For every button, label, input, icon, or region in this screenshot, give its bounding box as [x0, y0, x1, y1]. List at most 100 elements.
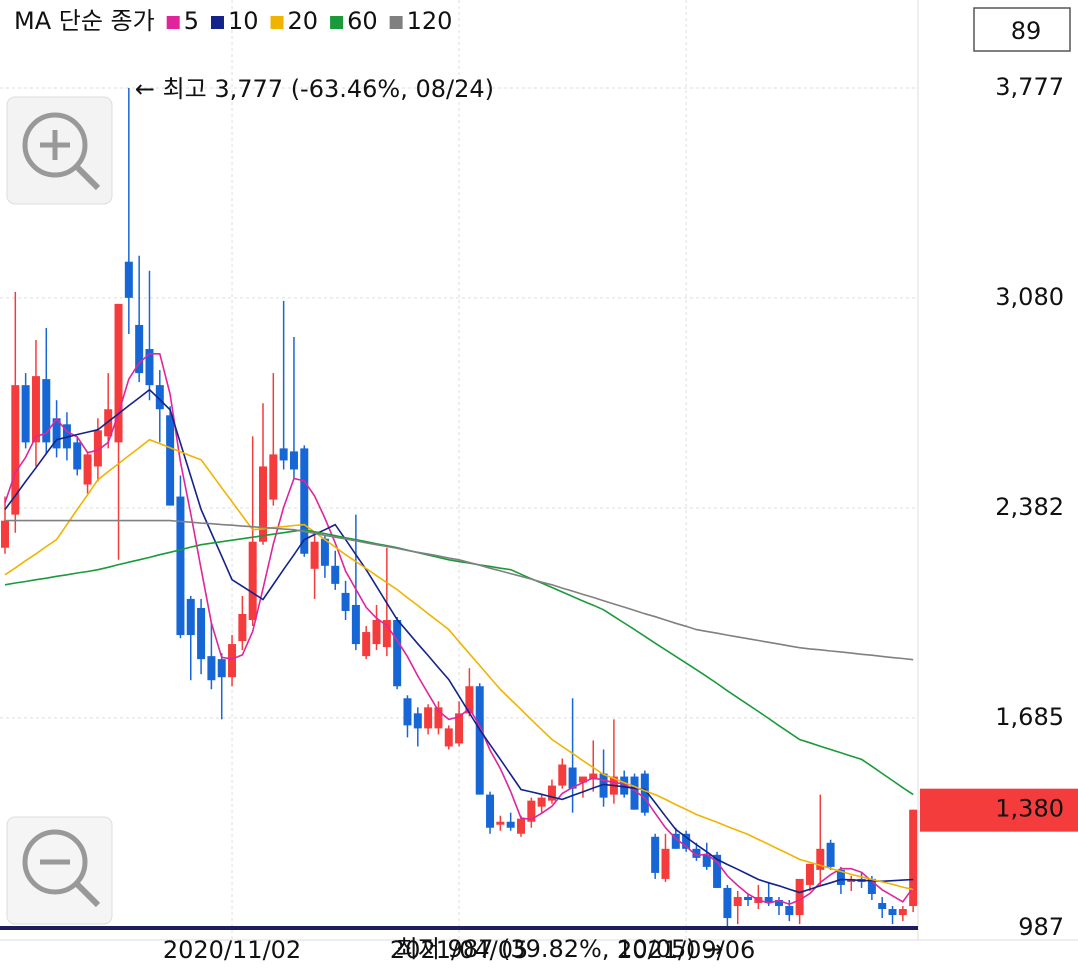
candle-body	[197, 607, 206, 660]
candle-body	[217, 659, 226, 678]
candle-body	[289, 451, 298, 470]
candle-body	[413, 713, 422, 729]
candle-body	[547, 785, 556, 801]
candle-body	[83, 454, 92, 485]
y-tick-label: 2,382	[995, 493, 1064, 521]
candle-body	[145, 349, 154, 386]
zoom-out-icon	[22, 829, 88, 895]
x-tick-label: 2021/04/05	[390, 936, 528, 964]
candle-body	[764, 896, 773, 904]
x-tick-label: 2021/09/06	[617, 936, 755, 964]
ma-line	[4, 388, 914, 894]
legend-label: 10	[228, 7, 259, 35]
candle-body	[558, 764, 567, 786]
legend-label: 5	[184, 7, 199, 35]
candle-body	[52, 418, 61, 449]
candle-body	[733, 896, 742, 907]
candle-body	[166, 415, 175, 506]
candle-body	[620, 776, 629, 795]
candle-body	[537, 797, 546, 807]
candle-body	[795, 878, 804, 916]
candle-body	[671, 833, 680, 849]
candle-body	[455, 713, 464, 744]
legend-title: MA 단순 종가	[14, 7, 155, 35]
y-tick-label: 3,777	[995, 73, 1064, 101]
candle-body	[372, 620, 381, 645]
candle-body	[228, 644, 237, 678]
candle-body	[816, 848, 825, 870]
candle-body	[909, 809, 918, 907]
legend-label: 60	[347, 7, 378, 35]
candle-body	[186, 598, 195, 636]
candle-body	[331, 565, 340, 584]
grid	[0, 0, 1078, 941]
candle-body	[248, 541, 257, 620]
count-label: 89	[1011, 17, 1042, 45]
legend-swatch	[270, 16, 284, 29]
candle-body	[578, 776, 587, 783]
legend-swatch	[166, 16, 180, 29]
candle-body	[434, 707, 443, 729]
candle-body	[630, 776, 639, 810]
candle-body	[826, 842, 835, 867]
candle-body	[279, 448, 288, 461]
candle-body	[403, 698, 412, 726]
y-tick-label: 3,080	[995, 283, 1064, 311]
candle-body	[465, 686, 474, 714]
zoom-in-icon	[74, 164, 101, 191]
candle-body	[124, 261, 133, 298]
candle-body	[682, 833, 691, 849]
candle-body	[805, 863, 814, 885]
y-tick-label: 1,685	[995, 703, 1064, 731]
candle-body	[475, 686, 484, 795]
legend: MA 단순 종가 5 10 20 60 120	[14, 7, 452, 35]
candle-body	[898, 909, 907, 916]
candle-body	[155, 385, 164, 410]
candle-body	[599, 773, 608, 798]
candle-body	[713, 854, 722, 888]
count-box	[973, 7, 1071, 52]
legend-swatch	[210, 16, 224, 29]
candle-body	[393, 620, 402, 687]
candle-body	[114, 303, 123, 443]
candle-body	[888, 909, 897, 916]
candle-body	[506, 821, 515, 828]
candle-body	[723, 887, 732, 919]
candle-body	[878, 903, 887, 910]
candle-body	[259, 466, 267, 542]
candle-body	[269, 454, 278, 500]
x-tick-label: 2020/11/02	[163, 936, 301, 964]
zoom-in-button[interactable]	[6, 96, 113, 205]
zoom-in-icon	[22, 112, 88, 178]
ma-line	[4, 528, 914, 796]
legend-label: 20	[288, 7, 319, 35]
y-tick-label: 987	[1018, 913, 1064, 941]
candle-body	[207, 656, 216, 681]
candle-body	[351, 604, 360, 645]
candle-body	[702, 854, 711, 867]
last-price-label: 1,380	[995, 795, 1064, 823]
candle-body	[362, 632, 371, 657]
candle-body	[93, 430, 102, 467]
candle-body	[62, 424, 71, 449]
candle-body	[527, 800, 536, 822]
candle-body	[341, 592, 350, 611]
candle-body	[640, 773, 649, 813]
legend-swatch	[389, 16, 403, 29]
candle-body	[176, 496, 185, 636]
candle-body	[104, 409, 113, 437]
candle-body	[867, 878, 876, 894]
candle-body	[486, 794, 495, 828]
candle-body	[836, 869, 845, 885]
candle-body	[517, 818, 525, 834]
candle-body	[310, 541, 319, 569]
zoom-out-button[interactable]	[6, 816, 113, 925]
legend-label: 120	[407, 7, 453, 35]
candle-body	[135, 324, 144, 374]
candle-body	[589, 773, 598, 780]
candle-body	[31, 376, 40, 443]
candle-body	[496, 821, 505, 825]
candle-body	[11, 385, 20, 515]
ma-line	[5, 519, 914, 661]
candle-body	[568, 767, 577, 789]
